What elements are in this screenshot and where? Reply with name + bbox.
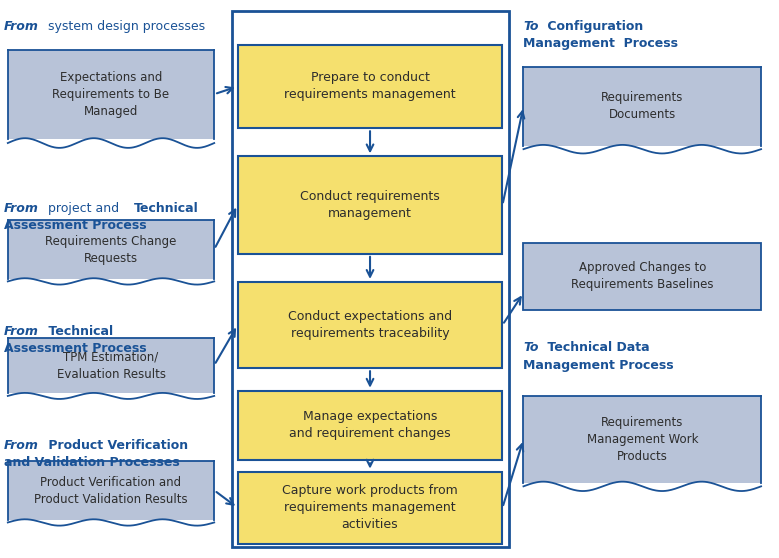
Text: Requirements Change
Requests: Requirements Change Requests	[45, 234, 177, 264]
Text: TPM Estimation/
Evaluation Results: TPM Estimation/ Evaluation Results	[57, 350, 165, 381]
Text: From: From	[4, 325, 39, 338]
Polygon shape	[8, 220, 214, 279]
Polygon shape	[8, 519, 214, 526]
FancyBboxPatch shape	[238, 45, 502, 128]
Polygon shape	[8, 278, 214, 285]
Text: Approved Changes to
Requirements Baselines: Approved Changes to Requirements Baselin…	[571, 261, 714, 291]
Text: Technical: Technical	[134, 202, 199, 215]
Text: Expectations and
Requirements to Be
Managed: Expectations and Requirements to Be Mana…	[52, 71, 170, 118]
Text: Requirements
Management Work
Products: Requirements Management Work Products	[587, 416, 698, 463]
Text: and Validation Processes: and Validation Processes	[4, 456, 180, 469]
FancyBboxPatch shape	[238, 472, 502, 544]
Text: Technical: Technical	[44, 325, 114, 338]
Text: From: From	[4, 202, 39, 215]
Text: Prepare to conduct
requirements management: Prepare to conduct requirements manageme…	[284, 71, 456, 102]
Text: To: To	[523, 341, 539, 354]
FancyBboxPatch shape	[238, 156, 502, 254]
Text: Product Verification and
Product Validation Results: Product Verification and Product Validat…	[34, 475, 188, 506]
Polygon shape	[523, 482, 761, 491]
Text: Manage expectations
and requirement changes: Manage expectations and requirement chan…	[289, 411, 451, 440]
FancyBboxPatch shape	[523, 243, 761, 310]
Text: Technical Data: Technical Data	[543, 341, 650, 354]
Polygon shape	[8, 338, 214, 393]
Text: Product Verification: Product Verification	[44, 439, 189, 452]
Text: system design processes: system design processes	[44, 20, 206, 32]
Text: To: To	[523, 20, 539, 32]
FancyBboxPatch shape	[238, 282, 502, 368]
Polygon shape	[523, 145, 761, 153]
Text: Assessment Process: Assessment Process	[4, 342, 146, 355]
FancyBboxPatch shape	[238, 391, 502, 460]
Polygon shape	[8, 138, 214, 148]
Polygon shape	[8, 461, 214, 520]
Polygon shape	[523, 67, 761, 146]
Polygon shape	[523, 396, 761, 483]
FancyBboxPatch shape	[232, 11, 509, 547]
Text: From: From	[4, 20, 39, 32]
Text: project and: project and	[44, 202, 124, 215]
Text: Configuration: Configuration	[543, 20, 643, 32]
Polygon shape	[8, 50, 214, 139]
Text: Conduct expectations and
requirements traceability: Conduct expectations and requirements tr…	[288, 310, 452, 340]
Text: Capture work products from
requirements management
activities: Capture work products from requirements …	[282, 484, 458, 531]
Polygon shape	[8, 393, 214, 399]
Text: From: From	[4, 439, 39, 452]
Text: Assessment Process: Assessment Process	[4, 219, 146, 232]
Text: Conduct requirements
management: Conduct requirements management	[300, 190, 440, 220]
Text: Management  Process: Management Process	[523, 37, 679, 50]
Text: Requirements
Documents: Requirements Documents	[601, 92, 683, 121]
Text: Management Process: Management Process	[523, 359, 674, 372]
